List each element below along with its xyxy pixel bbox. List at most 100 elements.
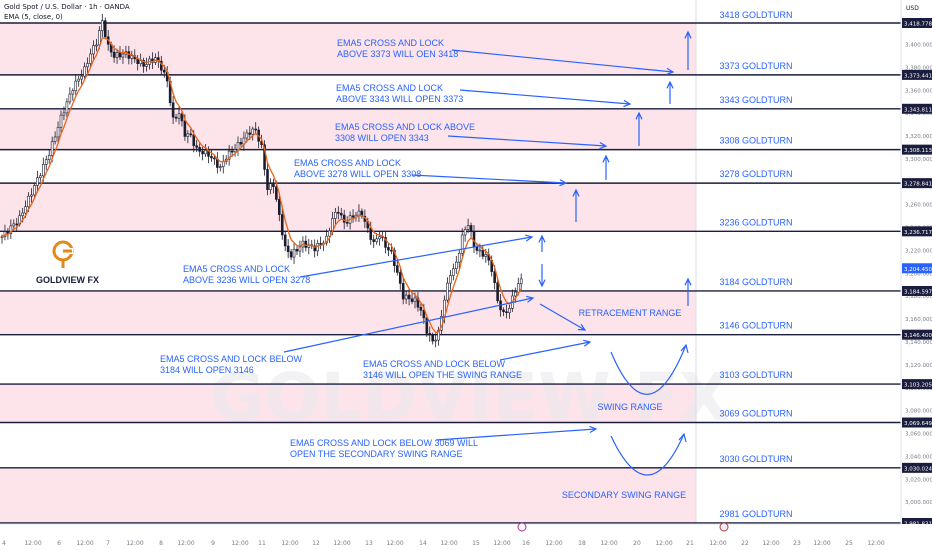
- level-label: 3308 GOLDTURN: [719, 136, 792, 146]
- annotation-line: ABOVE 3278 WILL OPEN 3308: [294, 169, 421, 179]
- time-tick: 12:00: [655, 540, 672, 547]
- candle-body: [47, 155, 51, 160]
- candle-body: [372, 239, 376, 242]
- price-badge-bg: [902, 518, 932, 528]
- candle: [457, 249, 461, 269]
- price-tick: 3,380.000: [905, 65, 932, 71]
- candle: [204, 144, 207, 157]
- zone-label: SECONDARY SWING RANGE: [562, 490, 686, 500]
- time-tick: 8: [159, 540, 163, 547]
- candle-body: [277, 199, 281, 215]
- candle-body: [407, 294, 411, 300]
- candle-body: [30, 194, 33, 197]
- candle: [295, 245, 299, 256]
- candle: [130, 50, 134, 65]
- candle-body: [219, 166, 222, 168]
- candle-body: [180, 113, 184, 122]
- candle-body: [6, 231, 10, 234]
- price-ticks: 3,000.000 3,020.000 3,040.000 3,060.000 3,08…: [905, 42, 932, 506]
- candle-body: [50, 141, 54, 156]
- candle: [15, 217, 19, 231]
- candle-body: [195, 145, 198, 148]
- candle: [319, 236, 322, 250]
- candle-body: [62, 112, 66, 116]
- candle-body: [437, 329, 440, 341]
- time-axis[interactable]: [0, 522, 932, 550]
- arrow-head: [525, 234, 534, 242]
- annotation-text: EMA5 CROSS AND LOCK ABOVE 3278 WILL OPEN …: [294, 158, 421, 179]
- annotation-texts: EMA5 CROSS AND LOCK ABOVE 3373 WILL OEN 3…: [160, 38, 686, 500]
- indicator-label[interactable]: EMA (5, close, 0): [4, 13, 63, 21]
- candle-body: [304, 240, 308, 248]
- candle: [71, 88, 75, 101]
- candle: [378, 231, 381, 246]
- candle-body: [139, 60, 142, 64]
- time-tick: 21: [686, 540, 694, 547]
- candle-body: [12, 223, 16, 227]
- time-tick: 12:00: [76, 540, 93, 547]
- event-marker-icon[interactable]: [517, 522, 527, 532]
- candle-body: [502, 309, 505, 313]
- candle: [269, 178, 272, 195]
- price-badge: 3,184.597: [902, 285, 932, 296]
- price-badge-bg: [902, 226, 932, 237]
- price-axis[interactable]: USD: [900, 0, 932, 524]
- candle-body: [59, 114, 63, 128]
- candle-body: [254, 128, 257, 131]
- price-badge-text: 3,278.841: [904, 182, 932, 188]
- price-badge: 3,278.841: [902, 178, 932, 189]
- candle-body: [39, 175, 42, 179]
- candle-body: [313, 245, 317, 252]
- candle: [469, 222, 473, 238]
- candle: [460, 228, 464, 257]
- price-badge-text: 3,373.441: [904, 73, 932, 79]
- candle: [339, 207, 343, 219]
- candle-body: [248, 132, 252, 135]
- candle-body: [395, 265, 399, 273]
- arrow-head: [635, 111, 643, 120]
- annotation-arrow: [459, 89, 631, 105]
- annotation-line: OPEN THE SECONDARY SWING RANGE: [290, 449, 463, 459]
- level-label: 3103 GOLDTURN: [719, 370, 792, 380]
- candle: [121, 49, 125, 64]
- annotation-arrow: [499, 341, 591, 361]
- arrow-head: [684, 277, 692, 286]
- annotation-arrows: [283, 30, 692, 476]
- candle-body: [286, 245, 290, 253]
- candle-body: [171, 102, 175, 118]
- candle: [248, 126, 252, 140]
- candle-body: [103, 20, 107, 38]
- candle-body: [239, 142, 243, 145]
- price-tick: 3,180.000: [905, 294, 932, 300]
- candle-body: [27, 195, 30, 207]
- candle-body: [342, 214, 346, 223]
- price-badge: 3,103.205: [902, 379, 932, 390]
- flag-marker-icon[interactable]: [719, 522, 729, 532]
- price-badge-text: 3,236.717: [904, 230, 932, 236]
- time-tick: 16: [522, 540, 530, 547]
- candle-body: [177, 113, 181, 119]
- candle: [404, 290, 408, 304]
- candle: [298, 240, 302, 258]
- candle-body: [428, 333, 432, 336]
- candle: [56, 121, 60, 144]
- ema-line: [1, 37, 522, 334]
- candle: [419, 302, 423, 316]
- time-tick: 11: [258, 540, 266, 547]
- time-tick: 12:00: [231, 540, 248, 547]
- candle-body: [319, 243, 322, 245]
- price-badge-bg: [902, 178, 932, 189]
- candle: [434, 333, 437, 348]
- arrow-head: [602, 154, 610, 163]
- symbol-title[interactable]: Gold Spot / U.S. Dollar · 1h · OANDA: [4, 3, 130, 11]
- annotation-arrow: [447, 135, 607, 147]
- time-tick: 18: [578, 540, 586, 547]
- price-tick: 3,160.000: [905, 317, 932, 323]
- time-tick: 12:00: [867, 540, 884, 547]
- candle: [103, 17, 107, 40]
- time-tick: 12:00: [281, 540, 298, 547]
- price-badge-text: 3,184.597: [904, 289, 932, 295]
- arrow-head: [577, 323, 587, 331]
- candle-body: [118, 52, 122, 58]
